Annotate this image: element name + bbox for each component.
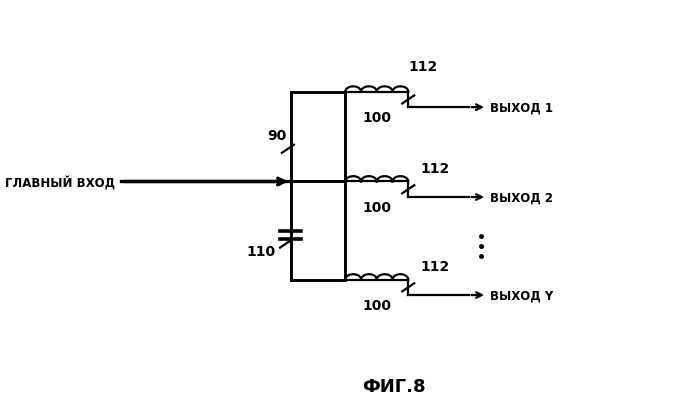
Text: 90: 90 (267, 128, 286, 142)
Text: ВЫХОД 1: ВЫХОД 1 (490, 102, 553, 114)
Text: 100: 100 (362, 298, 391, 312)
Text: ВЫХОД Y: ВЫХОД Y (490, 289, 553, 302)
Text: ФИГ.8: ФИГ.8 (362, 377, 426, 395)
Text: 110: 110 (246, 244, 275, 258)
Text: 112: 112 (409, 60, 438, 74)
Text: ГЛАВНЫЙ ВХОД: ГЛАВНЫЙ ВХОД (6, 175, 115, 189)
Text: 100: 100 (362, 200, 391, 214)
Text: ВЫХОД 2: ВЫХОД 2 (490, 191, 553, 204)
Text: 112: 112 (421, 259, 450, 273)
Text: 100: 100 (362, 111, 391, 125)
Text: 112: 112 (421, 161, 450, 175)
